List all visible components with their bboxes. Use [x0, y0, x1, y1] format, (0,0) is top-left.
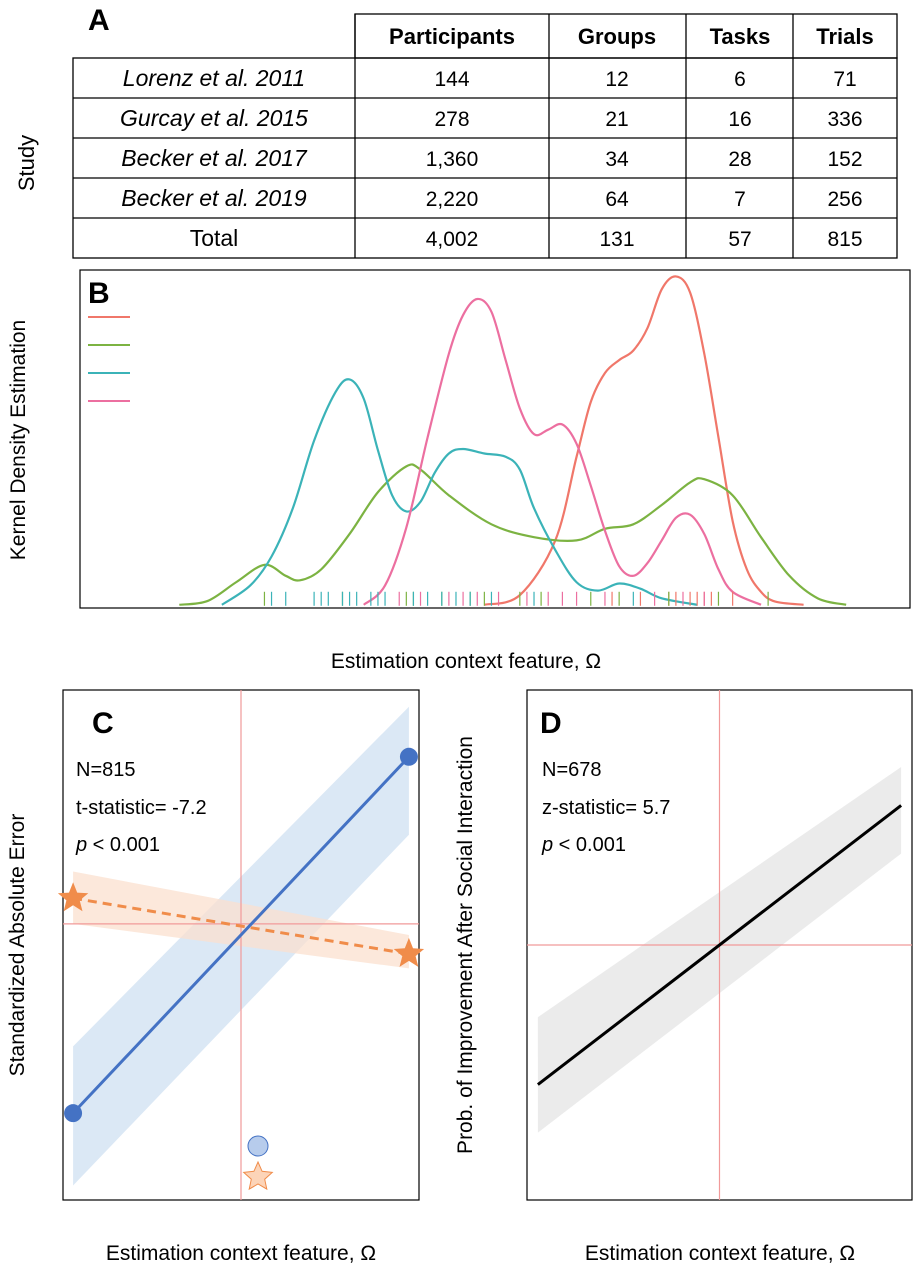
table-cell: 28 — [728, 148, 751, 171]
table-cell: 815 — [827, 228, 862, 251]
table-cell: 16 — [728, 108, 751, 131]
p-symbol: p — [541, 834, 553, 856]
table-row: Becker et al. 2017 1,360 34 28 152 — [121, 145, 862, 171]
table-column-headers: Participants Groups Tasks Trials — [389, 24, 874, 49]
panel-c-chart: C N=815 t-statistic= -7.2 p < 0.001 Esti… — [6, 689, 425, 1265]
rug-marks — [263, 591, 769, 606]
test-statistic: t-statistic= -7.2 — [76, 797, 207, 819]
legend — [88, 316, 130, 402]
legend — [242, 1135, 274, 1191]
panel-b-chart: B Estimation context feature, Ω Kernel D… — [7, 269, 911, 673]
panel-a-label: A — [88, 4, 110, 37]
table-cell: 71 — [833, 68, 856, 91]
table-cell: 34 — [605, 148, 629, 171]
table-cell: 278 — [434, 108, 469, 131]
column-header: Groups — [578, 24, 656, 49]
kde-curves — [179, 275, 847, 606]
kde-curve-gurcay — [179, 463, 847, 606]
regression-plot — [57, 690, 425, 1200]
table-total-row: Total 4,002 131 57 815 — [190, 225, 863, 251]
table-cell: 6 — [734, 68, 746, 91]
legend-marker-star — [242, 1160, 274, 1191]
table-row: Becker et al. 2019 2,220 64 7 256 — [121, 185, 862, 211]
panel-d-label: D — [540, 707, 562, 740]
x-axis-label: Estimation context feature, Ω — [331, 650, 601, 673]
p-threshold: < 0.001 — [87, 834, 160, 856]
table-cell: 256 — [827, 188, 862, 211]
sample-size: N=815 — [76, 759, 136, 781]
regression-line — [536, 804, 903, 1086]
column-header: Trials — [816, 24, 873, 49]
study-name: Becker et al. 2017 — [121, 145, 308, 171]
data-point-star — [57, 882, 89, 912]
table-cell: 12 — [605, 68, 628, 91]
y-axis-label: Standardized Absolute Error — [6, 814, 29, 1077]
total-label: Total — [190, 225, 239, 251]
table-cell: 64 — [605, 188, 629, 211]
regression-plot — [527, 690, 912, 1200]
y-axis-label: Kernel Density Estimation — [7, 320, 30, 560]
x-axis-label: Estimation context feature, Ω — [106, 1242, 376, 1265]
kde-curve-becker — [221, 378, 698, 606]
x-axis-label: Estimation context feature, Ω — [585, 1242, 855, 1265]
table-cell: 131 — [599, 228, 634, 251]
table-grid — [72, 13, 898, 259]
table-row: Gurcay et al. 2015 278 21 16 336 — [120, 105, 863, 131]
table-cell: 57 — [728, 228, 751, 251]
p-symbol: p — [75, 834, 87, 856]
regression-line — [72, 896, 410, 956]
table-cell: 7 — [734, 188, 746, 211]
p-threshold: < 0.001 — [553, 834, 626, 856]
table-cell: 336 — [827, 108, 862, 131]
data-point-circle — [64, 1104, 83, 1123]
y-axis-label: Prob. of Improvement After Social Intera… — [454, 736, 477, 1154]
study-name: Lorenz et al. 2011 — [123, 65, 305, 91]
table-cell: 1,360 — [426, 148, 479, 171]
legend-marker-circle — [247, 1135, 269, 1157]
kde-curve-becker — [363, 297, 762, 606]
p-value: p < 0.001 — [541, 834, 626, 856]
column-header: Tasks — [710, 24, 771, 49]
test-statistic: z-statistic= 5.7 — [542, 797, 670, 819]
kde-curve-lorenz — [484, 275, 804, 606]
study-name: Gurcay et al. 2015 — [120, 105, 308, 131]
data-point-star — [393, 937, 425, 967]
table-row-header-label: Study — [14, 135, 39, 191]
table-cell: 2,220 — [426, 188, 479, 211]
panel-d-chart: D N=678 z-statistic= 5.7 p < 0.001 Estim… — [454, 689, 913, 1265]
table-cell: 144 — [434, 68, 469, 91]
panel-b-label: B — [88, 277, 110, 310]
p-value: p < 0.001 — [75, 834, 160, 856]
table-cell: 4,002 — [426, 228, 479, 251]
sample-size: N=678 — [542, 759, 602, 781]
table-row: Lorenz et al. 2011 144 12 6 71 — [123, 65, 857, 91]
panel-c-label: C — [92, 707, 114, 740]
data-point-circle — [399, 747, 418, 766]
regression-line — [71, 755, 411, 1115]
study-name: Becker et al. 2019 — [121, 185, 307, 211]
table-cell: 152 — [827, 148, 862, 171]
table-cell: 21 — [605, 108, 628, 131]
panel-a-table: A Study Participants Groups Tasks Trials… — [14, 4, 898, 259]
column-header: Participants — [389, 24, 515, 49]
